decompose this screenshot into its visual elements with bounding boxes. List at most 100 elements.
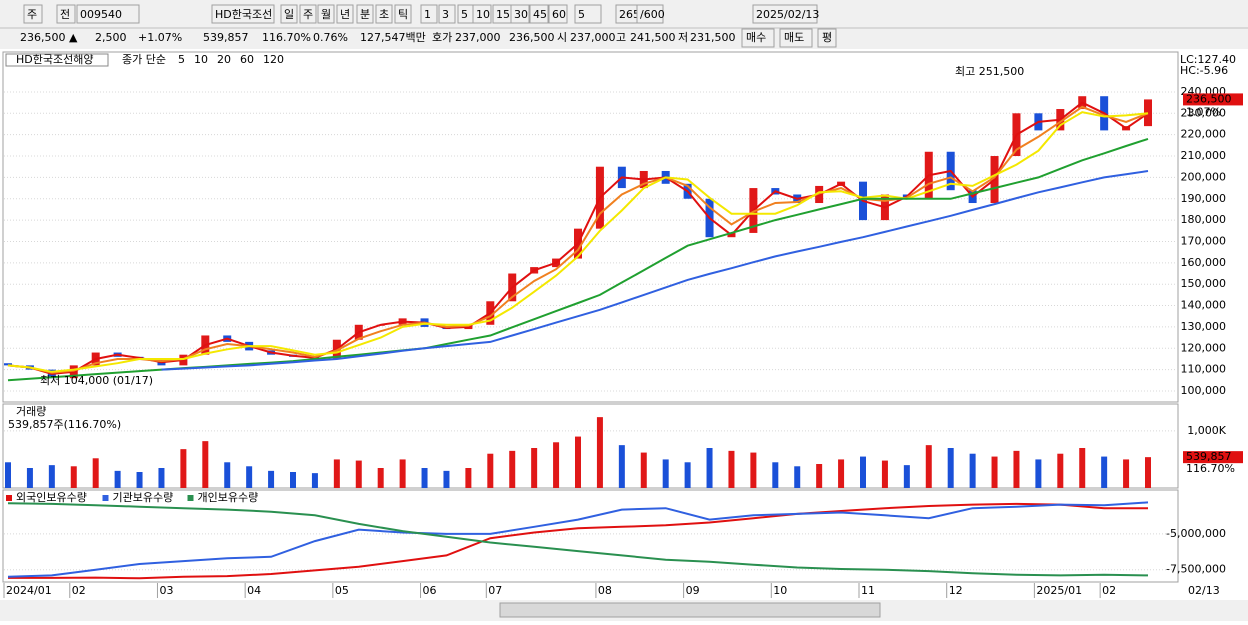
toolbar-label[interactable]: 2025/02/13 bbox=[756, 8, 819, 21]
volume-bar bbox=[925, 445, 932, 488]
quote-button[interactable] bbox=[817, 28, 837, 48]
panel-subtitle: 539,857주(116.70%) bbox=[8, 418, 121, 431]
quote-button[interactable] bbox=[741, 28, 775, 48]
toolbar-label[interactable]: 60 bbox=[552, 8, 566, 21]
toolbar-button[interactable] bbox=[438, 4, 456, 24]
toolbar-button[interactable] bbox=[574, 4, 602, 24]
toolbar-label[interactable]: 틱 bbox=[398, 8, 408, 21]
volume-panel bbox=[2, 403, 1179, 489]
quote-value[interactable]: 매수 bbox=[746, 31, 766, 44]
toolbar-button[interactable] bbox=[211, 4, 275, 24]
quote-button[interactable] bbox=[779, 28, 813, 48]
toolbar-button[interactable] bbox=[752, 4, 818, 24]
volume-bar bbox=[333, 459, 340, 488]
toolbar-label[interactable]: 15 bbox=[496, 8, 510, 21]
quote-value[interactable]: 평 bbox=[822, 31, 832, 44]
volume-bar bbox=[1035, 459, 1042, 488]
series-line bbox=[7, 105, 1149, 374]
toolbar-label[interactable]: 3 bbox=[442, 8, 449, 21]
toolbar-label[interactable]: HD한국조선 bbox=[215, 8, 272, 21]
y-tick-label: 170,000 bbox=[1181, 234, 1227, 247]
toolbar-label[interactable]: 년 bbox=[340, 8, 350, 21]
volume-bar bbox=[487, 453, 494, 488]
volume-bar bbox=[443, 470, 450, 488]
legend-label: 20 bbox=[217, 53, 231, 66]
toolbar-label[interactable]: 월 bbox=[321, 8, 331, 21]
toolbar-button[interactable] bbox=[317, 4, 335, 24]
x-tick-label: 2025/01 bbox=[1036, 584, 1082, 597]
y-tick-label: 100,000 bbox=[1181, 384, 1227, 397]
toolbar-button[interactable] bbox=[394, 4, 412, 24]
toolbar-label[interactable]: 5 bbox=[578, 8, 585, 21]
volume-bar bbox=[553, 442, 560, 488]
y-tick-label: 140,000 bbox=[1181, 299, 1227, 312]
toolbar-label[interactable]: 초 bbox=[379, 8, 389, 21]
volume-bar bbox=[202, 441, 209, 488]
volume-bar bbox=[26, 468, 33, 488]
volume-bar bbox=[531, 448, 538, 488]
toolbar-button[interactable] bbox=[23, 4, 43, 24]
panel-title: 거래량 bbox=[16, 405, 46, 418]
toolbar-button[interactable] bbox=[299, 4, 317, 24]
volume-bar bbox=[5, 462, 11, 488]
volume-bar bbox=[136, 472, 143, 488]
toolbar-label[interactable]: 30 bbox=[514, 8, 528, 21]
toolbar-label[interactable]: 분 bbox=[360, 8, 370, 21]
side-label: HC:-5.96 bbox=[1180, 64, 1228, 77]
toolbar-label[interactable]: 주 bbox=[303, 8, 313, 21]
toolbar-label[interactable]: /600 bbox=[640, 8, 665, 21]
toolbar-button[interactable] bbox=[280, 4, 298, 24]
quote-value: 2,500 bbox=[95, 31, 127, 44]
toolbar-button[interactable] bbox=[356, 4, 374, 24]
toolbar-label[interactable]: 전 bbox=[60, 8, 70, 21]
toolbar-button[interactable] bbox=[636, 4, 664, 24]
volume-bar bbox=[794, 466, 801, 488]
toolbar-button[interactable] bbox=[510, 4, 530, 24]
toolbar-button[interactable] bbox=[420, 4, 438, 24]
legend-label: 60 bbox=[240, 53, 254, 66]
x-tick-label: 03 bbox=[159, 584, 173, 597]
x-tick-label: 05 bbox=[335, 584, 349, 597]
toolbar-button[interactable] bbox=[472, 4, 492, 24]
legend-swatch bbox=[187, 495, 194, 501]
quote-value: 237,000 bbox=[455, 31, 501, 44]
legend-label: 120 bbox=[263, 53, 284, 66]
volume-bar bbox=[575, 436, 581, 488]
toolbar-label[interactable]: 265 bbox=[619, 8, 640, 21]
quote-value[interactable]: 매도 bbox=[784, 31, 804, 44]
x-tick-label: 2024/01 bbox=[6, 584, 52, 597]
toolbar-label[interactable]: 10 bbox=[476, 8, 490, 21]
y-tick-label: 210,000 bbox=[1181, 149, 1227, 162]
legend-label: 외국인보유수량 bbox=[16, 491, 87, 504]
toolbar-label[interactable]: 일 bbox=[284, 7, 294, 21]
x-tick-label: 09 bbox=[686, 584, 700, 597]
volume-bar bbox=[180, 449, 187, 488]
toolbar-button[interactable] bbox=[336, 4, 354, 24]
toolbar-label[interactable]: 5 bbox=[461, 8, 468, 21]
volume-bar bbox=[1145, 457, 1151, 488]
volume-bar bbox=[48, 465, 55, 488]
chart-subtitle: 종가 단순 bbox=[122, 53, 166, 66]
toolbar-button[interactable] bbox=[548, 4, 568, 24]
volume-bar bbox=[158, 468, 165, 488]
volume-bar bbox=[750, 452, 757, 488]
toolbar-button[interactable] bbox=[76, 4, 140, 24]
y-tick-label: 130,000 bbox=[1181, 320, 1227, 333]
toolbar-label[interactable]: 주 bbox=[27, 8, 37, 21]
quote-value: 0.76% bbox=[313, 31, 348, 44]
scroll-thumb[interactable] bbox=[499, 602, 881, 618]
volume-bar bbox=[947, 448, 954, 488]
y-tick-label: 220,000 bbox=[1181, 128, 1227, 141]
toolbar-button[interactable] bbox=[529, 4, 549, 24]
legend-label: 10 bbox=[194, 53, 208, 66]
toolbar-label[interactable]: 1 bbox=[424, 8, 431, 21]
y-tick-label: 230,000 bbox=[1181, 106, 1227, 119]
price-panel bbox=[2, 51, 1179, 403]
toolbar-button[interactable] bbox=[375, 4, 393, 24]
toolbar-label[interactable]: 45 bbox=[533, 8, 547, 21]
volume-bar bbox=[509, 450, 516, 488]
y-tick-label: 160,000 bbox=[1181, 256, 1227, 269]
toolbar-label[interactable]: 009540 bbox=[80, 8, 122, 21]
toolbar-button[interactable] bbox=[56, 4, 76, 24]
